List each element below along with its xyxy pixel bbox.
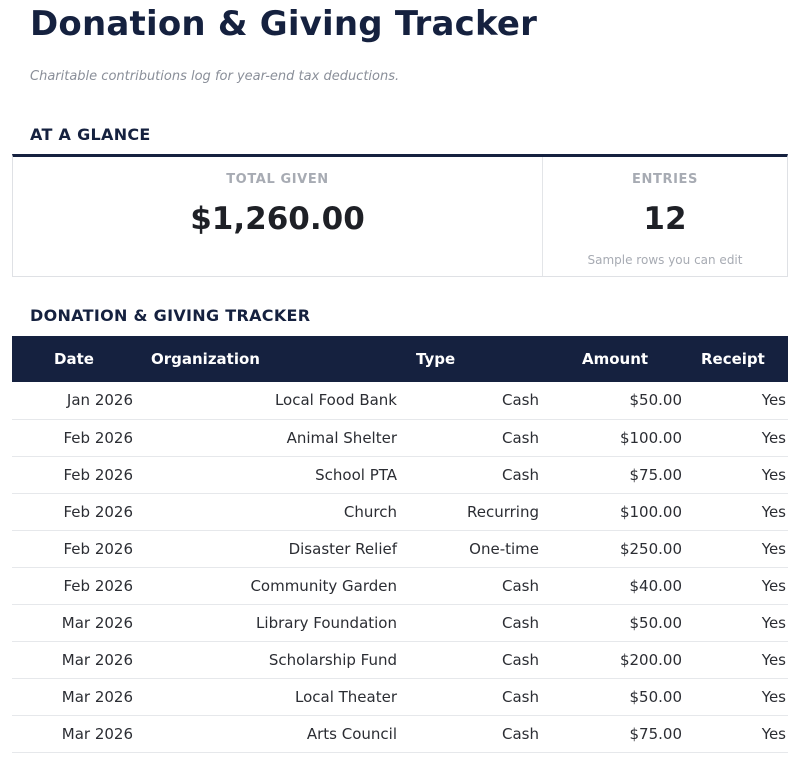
cell-amount[interactable]: $50.00	[541, 678, 684, 716]
entries-value: 12	[643, 201, 687, 237]
cell-organization[interactable]: Church	[135, 493, 399, 531]
cell-date[interactable]: Mar 2026	[12, 604, 135, 642]
entries-note: Sample rows you can edit	[587, 253, 743, 267]
donation-table: Date Organization Type Amount Receipt Ja…	[12, 336, 788, 753]
at-a-glance-heading: AT A GLANCE	[30, 125, 151, 144]
cell-date[interactable]: Feb 2026	[12, 567, 135, 605]
cell-date[interactable]: Feb 2026	[12, 419, 135, 457]
column-header-type[interactable]: Type	[399, 336, 541, 382]
cell-date[interactable]: Jan 2026	[12, 382, 135, 420]
cell-type[interactable]: Recurring	[399, 493, 541, 531]
cell-receipt[interactable]: Yes	[684, 604, 788, 642]
cell-organization[interactable]: Scholarship Fund	[135, 641, 399, 679]
cell-organization[interactable]: Disaster Relief	[135, 530, 399, 568]
table-row: Mar 2026 Local Theater Cash $50.00 Yes	[12, 678, 788, 716]
cell-date[interactable]: Mar 2026	[12, 678, 135, 716]
column-header-date[interactable]: Date	[12, 336, 135, 382]
table-row: Mar 2026 Arts Council Cash $75.00 Yes	[12, 715, 788, 753]
entries-label: ENTRIES	[632, 172, 698, 187]
cell-receipt[interactable]: Yes	[684, 678, 788, 716]
table-row: Feb 2026 Community Garden Cash $40.00 Ye…	[12, 567, 788, 605]
cell-date[interactable]: Mar 2026	[12, 715, 135, 753]
cell-type[interactable]: Cash	[399, 567, 541, 605]
cell-type[interactable]: Cash	[399, 456, 541, 494]
cell-type[interactable]: Cash	[399, 604, 541, 642]
cell-organization[interactable]: Local Food Bank	[135, 382, 399, 420]
table-row: Jan 2026 Local Food Bank Cash $50.00 Yes	[12, 382, 788, 420]
page-title: Donation & Giving Tracker	[30, 4, 538, 44]
cell-date[interactable]: Mar 2026	[12, 641, 135, 679]
cell-organization[interactable]: Animal Shelter	[135, 419, 399, 457]
table-row: Feb 2026 Church Recurring $100.00 Yes	[12, 493, 788, 531]
entries-stat: ENTRIES 12 Sample rows you can edit	[543, 157, 787, 276]
cell-type[interactable]: Cash	[399, 382, 541, 420]
total-given-stat: TOTAL GIVEN $1,260.00	[13, 157, 543, 276]
cell-amount[interactable]: $75.00	[541, 456, 684, 494]
cell-amount[interactable]: $200.00	[541, 641, 684, 679]
column-header-receipt[interactable]: Receipt	[684, 336, 788, 382]
cell-receipt[interactable]: Yes	[684, 456, 788, 494]
cell-amount[interactable]: $50.00	[541, 382, 684, 420]
cell-type[interactable]: One-time	[399, 530, 541, 568]
cell-amount[interactable]: $50.00	[541, 604, 684, 642]
table-row: Feb 2026 School PTA Cash $75.00 Yes	[12, 456, 788, 494]
cell-receipt[interactable]: Yes	[684, 382, 788, 420]
tracker-heading: DONATION & GIVING TRACKER	[30, 306, 311, 325]
cell-receipt[interactable]: Yes	[684, 530, 788, 568]
cell-amount[interactable]: $40.00	[541, 567, 684, 605]
table-row: Mar 2026 Scholarship Fund Cash $200.00 Y…	[12, 641, 788, 679]
cell-date[interactable]: Feb 2026	[12, 493, 135, 531]
cell-type[interactable]: Cash	[399, 641, 541, 679]
cell-organization[interactable]: Community Garden	[135, 567, 399, 605]
cell-receipt[interactable]: Yes	[684, 493, 788, 531]
cell-receipt[interactable]: Yes	[684, 567, 788, 605]
table-row: Feb 2026 Disaster Relief One-time $250.0…	[12, 530, 788, 568]
table-row: Mar 2026 Library Foundation Cash $50.00 …	[12, 604, 788, 642]
total-given-label: TOTAL GIVEN	[226, 172, 329, 187]
cell-organization[interactable]: Library Foundation	[135, 604, 399, 642]
column-header-organization[interactable]: Organization	[135, 336, 399, 382]
cell-organization[interactable]: Local Theater	[135, 678, 399, 716]
table-header-row: Date Organization Type Amount Receipt	[12, 336, 788, 382]
total-given-value: $1,260.00	[190, 201, 365, 237]
cell-amount[interactable]: $250.00	[541, 530, 684, 568]
cell-organization[interactable]: School PTA	[135, 456, 399, 494]
cell-amount[interactable]: $100.00	[541, 419, 684, 457]
cell-receipt[interactable]: Yes	[684, 419, 788, 457]
cell-amount[interactable]: $75.00	[541, 715, 684, 753]
cell-date[interactable]: Feb 2026	[12, 456, 135, 494]
cell-receipt[interactable]: Yes	[684, 715, 788, 753]
page-subtitle: Charitable contributions log for year-en…	[30, 69, 400, 84]
cell-date[interactable]: Feb 2026	[12, 530, 135, 568]
cell-amount[interactable]: $100.00	[541, 493, 684, 531]
cell-type[interactable]: Cash	[399, 715, 541, 753]
table-row: Feb 2026 Animal Shelter Cash $100.00 Yes	[12, 419, 788, 457]
column-header-amount[interactable]: Amount	[541, 336, 684, 382]
cell-receipt[interactable]: Yes	[684, 641, 788, 679]
cell-type[interactable]: Cash	[399, 678, 541, 716]
cell-organization[interactable]: Arts Council	[135, 715, 399, 753]
at-a-glance-card: TOTAL GIVEN $1,260.00 ENTRIES 12 Sample …	[12, 154, 788, 277]
cell-type[interactable]: Cash	[399, 419, 541, 457]
